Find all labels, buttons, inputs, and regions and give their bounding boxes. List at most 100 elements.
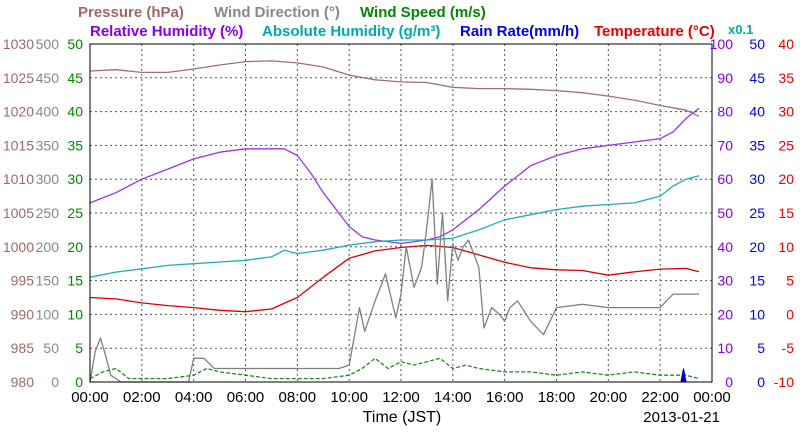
y-tick-humidity: 90 [717,70,733,86]
series-humidity [89,107,700,245]
y-tick-wind-speed: 20 [67,239,83,255]
x-tick-label: 04:00 [175,389,213,406]
x-tick-label: 22:00 [641,389,679,406]
y-tick-rain-rate: 50 [749,36,765,52]
y-tick-rain-rate: 40 [749,104,765,120]
date-label: 2013-01-21 [643,409,720,426]
y-tick-pressure: 990 [11,306,35,322]
series-layer [89,60,700,383]
x-tick-label: 14:00 [434,389,472,406]
y-tick-temperature: 5 [786,273,794,289]
y-tick-wind-direction: 100 [36,306,60,322]
y-tick-humidity: 50 [717,205,733,221]
y-tick-wind-speed: 45 [67,70,83,86]
y-tick-wind-speed: 5 [75,340,83,356]
y-tick-temperature: 20 [778,171,794,187]
y-tick-wind-speed: 50 [67,36,83,52]
y-tick-pressure: 1030 [3,36,34,52]
y-tick-temperature: 30 [778,104,794,120]
y-tick-wind-speed: 30 [67,171,83,187]
y-tick-rain-rate: 5 [757,340,765,356]
y-tick-wind-direction: 500 [36,36,60,52]
x-tick-label: 06:00 [227,389,265,406]
y-tick-temperature: 10 [778,239,794,255]
axes: 1030102510201015101010051000995990985980… [3,36,794,406]
y-tick-rain-rate: 20 [749,239,765,255]
y-tick-wind-speed: 10 [67,306,83,322]
series-humidity [89,175,700,278]
y-tick-humidity: 70 [717,137,733,153]
y-tick-rain-rate: 0 [757,374,765,390]
legend-temperature: Temperature (°C) [594,23,715,40]
y-tick-humidity: 10 [717,340,733,356]
x-axis-label: Time (JST) [363,409,442,426]
legend-rain-rate: Rain Rate(mm/h) [460,23,579,40]
legend: Pressure (hPa) Wind Direction (°) Wind S… [78,4,753,40]
y-tick-humidity: 20 [717,306,733,322]
y-tick-wind-direction: 150 [36,273,60,289]
legend-wind-speed: Wind Speed (m/s) [360,4,486,21]
y-tick-pressure: 1020 [3,104,34,120]
legend-scale-note: x0.1 [728,22,753,37]
series-pressure [89,60,700,117]
y-tick-rain-rate: 35 [749,137,765,153]
x-tick-label: 08:00 [279,389,317,406]
y-tick-wind-direction: 50 [43,340,59,356]
x-tick-label: 20:00 [590,389,628,406]
plot-frame [89,43,713,383]
y-tick-humidity: 0 [725,374,733,390]
y-tick-wind-direction: 0 [51,374,59,390]
x-tick-label: 12:00 [382,389,420,406]
y-tick-pressure: 980 [11,374,35,390]
y-tick-temperature: 0 [786,306,794,322]
y-tick-temperature: 15 [778,205,794,221]
y-tick-pressure: 1015 [3,137,34,153]
y-tick-wind-speed: 25 [67,205,83,221]
y-tick-pressure: 985 [11,340,35,356]
legend-wind-direction: Wind Direction (°) [214,4,340,21]
y-tick-rain-rate: 15 [749,273,765,289]
y-tick-pressure: 995 [11,273,35,289]
series-temperature [89,244,700,313]
x-tick-label: 16:00 [486,389,524,406]
y-tick-rain-rate: 25 [749,205,765,221]
y-tick-wind-direction: 250 [36,205,60,221]
y-tick-temperature: 35 [778,70,794,86]
y-tick-wind-speed: 40 [67,104,83,120]
y-tick-wind-direction: 200 [36,239,60,255]
y-tick-humidity: 100 [710,36,734,52]
y-tick-rain-rate: 10 [749,306,765,322]
y-tick-wind-direction: 400 [36,104,60,120]
y-tick-wind-direction: 300 [36,171,60,187]
y-tick-wind-speed: 0 [75,374,83,390]
x-tick-label: 10:00 [330,389,368,406]
y-tick-rain-rate: 45 [749,70,765,86]
y-tick-humidity: 30 [717,273,733,289]
y-tick-temperature: 40 [778,36,794,52]
y-tick-humidity: 40 [717,239,733,255]
y-tick-rain-rate: 30 [749,171,765,187]
grid [90,44,712,382]
legend-relative-humidity: Relative Humidity (%) [90,23,243,40]
series-wind-speed [89,357,700,380]
y-tick-temperature: -5 [782,340,795,356]
y-tick-wind-direction: 350 [36,137,60,153]
y-tick-humidity: 80 [717,104,733,120]
y-tick-pressure: 1025 [3,70,34,86]
y-tick-temperature: -10 [774,374,794,390]
y-tick-wind-direction: 450 [36,70,60,86]
legend-pressure: Pressure (hPa) [78,4,184,21]
y-tick-temperature: 25 [778,137,794,153]
y-tick-humidity: 60 [717,171,733,187]
y-tick-pressure: 1010 [3,171,34,187]
x-tick-label: 18:00 [538,389,576,406]
x-tick-label: 00:00 [693,389,731,406]
y-tick-pressure: 1000 [3,239,34,255]
series-wind-direction [89,178,699,383]
x-tick-label: 00:00 [71,389,109,406]
y-tick-wind-speed: 35 [67,137,83,153]
legend-absolute-humidity: Absolute Humidity (g/m³) [262,23,440,40]
y-tick-wind-speed: 15 [67,273,83,289]
x-tick-label: 02:00 [123,389,161,406]
